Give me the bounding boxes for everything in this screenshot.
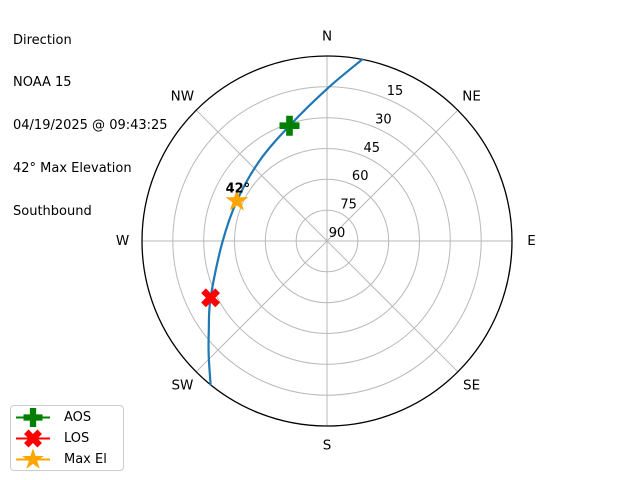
elevation-tick-label-15: 15 xyxy=(387,84,404,99)
legend-item-aos: AOS xyxy=(11,407,123,428)
legend-item-los: LOS xyxy=(11,428,123,449)
compass-label-s: S xyxy=(323,438,332,454)
horizon-circle xyxy=(141,55,513,427)
compass-label-sw: SW xyxy=(171,378,193,394)
legend-box: AOS LOS Max El xyxy=(10,405,124,471)
pass-info-title: Direction xyxy=(13,32,72,48)
legend-label-aos: AOS xyxy=(64,410,92,425)
compass-label-nw: NW xyxy=(171,88,194,104)
marker-los xyxy=(201,288,221,308)
pass-info-block: Direction NOAA 15 04/19/2025 @ 09:43:25 … xyxy=(13,5,168,248)
elevation-tick-label-60: 60 xyxy=(352,169,369,184)
pass-info-max-el: 42° Max Elevation xyxy=(13,161,132,177)
pass-info-heading: Southbound xyxy=(13,204,92,220)
compass-label-se: SE xyxy=(463,378,480,394)
pass-info-satellite: NOAA 15 xyxy=(13,75,72,91)
azimuth-spoke-135 xyxy=(326,240,459,373)
legend-marker-los xyxy=(24,429,42,448)
pass-info-datetime: 04/19/2025 @ 09:43:25 xyxy=(13,118,168,134)
compass-label-e: E xyxy=(527,233,536,249)
max-el-star-icon xyxy=(16,449,50,469)
elevation-tick-label-90: 90 xyxy=(329,226,346,241)
marker-aos xyxy=(279,115,300,136)
legend-label-los: LOS xyxy=(64,431,90,446)
elevation-tick-label-45: 45 xyxy=(364,141,381,156)
azimuth-spoke-315 xyxy=(195,109,328,242)
azimuth-spoke-225 xyxy=(195,240,328,373)
marker-max-el xyxy=(225,188,249,211)
compass-label-n: N xyxy=(322,29,332,45)
legend-item-max-el: Max El xyxy=(11,449,123,470)
legend-label-max-el: Max El xyxy=(64,452,107,467)
legend-marker-aos xyxy=(23,408,43,427)
compass-label-ne: NE xyxy=(462,88,481,104)
satellite-track xyxy=(207,58,364,386)
elevation-tick-label-75: 75 xyxy=(340,198,357,213)
max-el-annotation: 42° xyxy=(226,181,251,196)
legend-marker-max-el xyxy=(22,449,44,469)
aos-plus-icon xyxy=(16,408,50,427)
los-x-icon xyxy=(16,429,50,448)
compass-label-w: W xyxy=(116,233,129,249)
elevation-tick-label-30: 30 xyxy=(375,112,392,127)
azimuth-spoke-45 xyxy=(326,109,459,242)
